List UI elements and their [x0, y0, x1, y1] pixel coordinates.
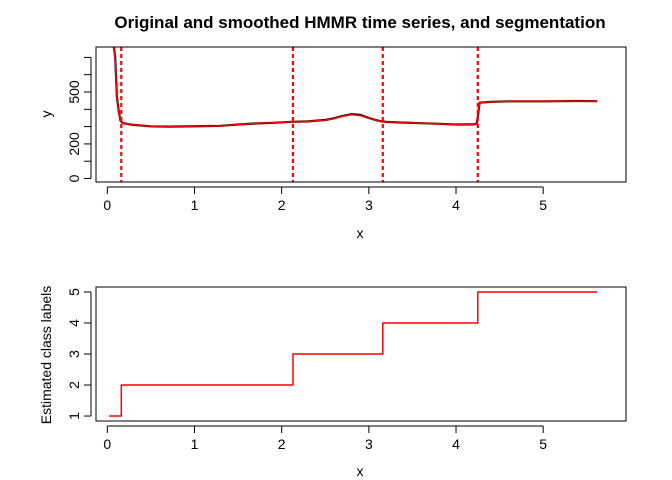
bottom-y-tick-label: 4 [66, 319, 82, 327]
bottom-x-axis-label: x [357, 463, 364, 479]
bottom-x-axis: 0 1 2 3 4 5 [103, 425, 547, 452]
bottom-x-tick-label: 0 [103, 436, 111, 452]
bottom-panel: 0 1 2 3 4 5 1 2 3 4 5 x Estimated class labels [38, 286, 627, 479]
bottom-y-tick-label: 2 [66, 381, 82, 389]
chart-title: Original and smoothed HMMR time series, … [114, 13, 605, 32]
bottom-y-tick-label: 3 [66, 350, 82, 358]
top-series-original [112, 47, 598, 128]
top-x-tick-label: 3 [365, 197, 373, 213]
top-series-smoothed [113, 47, 598, 128]
top-y-axis-label: y [38, 111, 54, 118]
top-x-axis-label: x [357, 225, 364, 241]
top-y-tick-label: 200 [66, 132, 82, 156]
top-y-tick-label: 500 [66, 80, 82, 104]
bottom-x-tick-label: 1 [191, 436, 199, 452]
top-x-tick-label: 2 [278, 197, 286, 213]
bottom-plot-frame [95, 286, 627, 422]
top-panel: Original and smoothed HMMR time series, … [38, 13, 627, 241]
top-x-tick-label: 0 [103, 197, 111, 213]
bottom-y-tick-label: 5 [66, 288, 82, 296]
bottom-y-axis-label: Estimated class labels [38, 286, 54, 425]
top-x-axis: 0 1 2 3 4 5 [103, 186, 547, 213]
top-x-tick-label: 5 [539, 197, 547, 213]
bottom-x-tick-label: 4 [452, 436, 460, 452]
top-plot-frame [95, 46, 627, 183]
bottom-y-axis: 1 2 3 4 5 [66, 288, 92, 420]
top-x-tick-label: 4 [452, 197, 460, 213]
bottom-plot-content [109, 291, 598, 417]
top-plot-content [112, 47, 598, 182]
bottom-x-tick-label: 2 [278, 436, 286, 452]
top-x-tick-label: 1 [191, 197, 199, 213]
top-y-axis: 0 200 500 [66, 56, 92, 182]
bottom-series-labels [109, 291, 598, 417]
bottom-y-tick-label: 1 [66, 412, 82, 420]
bottom-x-tick-label: 5 [539, 436, 547, 452]
top-y-tick-label: 0 [66, 174, 82, 182]
bottom-x-tick-label: 3 [365, 436, 373, 452]
